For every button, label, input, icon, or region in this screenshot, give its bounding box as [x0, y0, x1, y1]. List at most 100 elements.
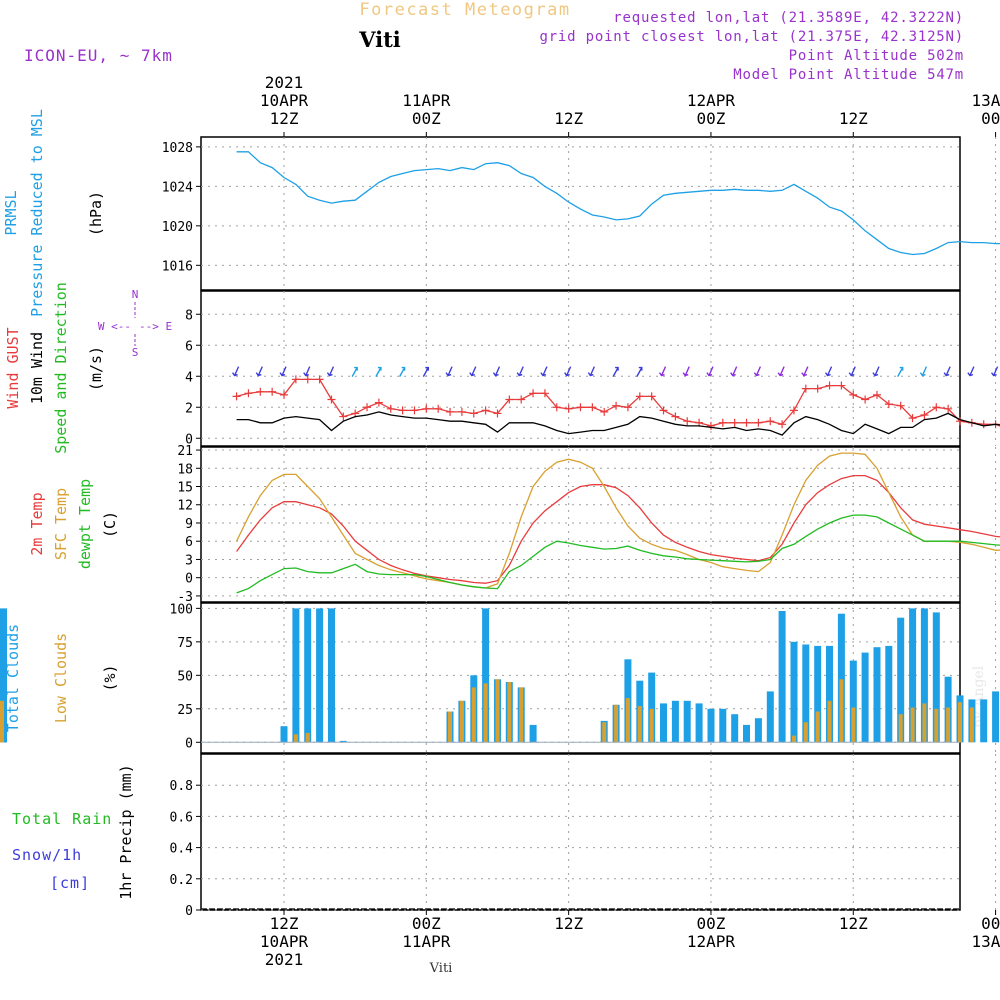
bar-low-clouds [934, 708, 939, 743]
panel-label: Speed and Direction [52, 282, 70, 454]
gust-marker [944, 404, 953, 413]
bar-total-clouds [529, 724, 537, 743]
bar-low-clouds [293, 734, 298, 743]
wind-direction-arrow [990, 366, 999, 377]
gust-marker [979, 420, 988, 429]
wind-direction-arrow [398, 366, 406, 377]
panel-label: Low Clouds [52, 633, 70, 723]
panel-frame [200, 753, 961, 911]
wind-direction-arrow [231, 366, 240, 377]
wind-direction-arrow [303, 366, 311, 377]
bar-low-clouds [483, 683, 488, 743]
y-tick-label: 0 [185, 572, 193, 587]
gust-marker [766, 417, 775, 426]
panel-2: 0 2 4 6 8 Wind GUST 10m Wind Speed and Directio… [4, 282, 1000, 454]
compass-east: --> E [139, 320, 172, 333]
y-tick-label: 0 [185, 904, 193, 919]
gust-marker [505, 395, 514, 404]
point-altitude: Point Altitude 502m [789, 48, 964, 64]
panels-group: 1016 1020 1024 1028 PRMSL Pressure Reduced to… [0, 109, 1000, 919]
wind-direction-arrow [753, 366, 762, 377]
bar-low-clouds [851, 707, 856, 743]
wind-direction-arrow [612, 366, 619, 377]
gust-marker [339, 412, 348, 421]
bar-low-clouds [614, 704, 619, 743]
gust-marker [683, 417, 692, 426]
precip-legend-label: [cm] [50, 874, 90, 892]
bar-low-clouds [602, 722, 607, 743]
time-label-bottom: 00Z [981, 914, 1000, 933]
time-label-bottom: 00Z [412, 914, 441, 933]
gust-marker [469, 409, 478, 418]
y-tick-label: 2 [185, 401, 193, 416]
compass-south: S [132, 346, 139, 359]
bar-total-clouds [932, 612, 940, 743]
panel-3: -3 0 3 6 9 12 15 18 21 2m Temp SFC Temp dewpt Temp (… [28, 444, 1000, 605]
gust-marker [232, 392, 241, 401]
y-tick-label: 100 [170, 602, 193, 617]
gust-marker [647, 392, 656, 401]
gust-marker [730, 418, 739, 427]
gust-marker [600, 407, 609, 416]
wind-direction-arrow [967, 366, 975, 377]
panel-frame [200, 446, 961, 603]
bar-total-clouds [778, 611, 786, 743]
series-line-sfc-temp [236, 452, 1000, 589]
gust-marker [754, 418, 763, 427]
wind-direction-arrow [872, 366, 880, 377]
y-tick-label: 4 [185, 370, 193, 385]
gust-marker [635, 392, 644, 401]
gust-marker [291, 375, 300, 384]
gust-marker [801, 384, 810, 393]
gust-marker [588, 403, 597, 412]
wind-direction-arrow [706, 366, 714, 377]
gust-marker [861, 395, 870, 404]
bar-low-clouds [827, 700, 832, 743]
time-label-top: 2021 [265, 73, 304, 92]
y-axis-label: 1hr Precip (mm) [117, 764, 135, 899]
wind-direction-arrow [587, 366, 595, 377]
time-label-bottom: 12Z [270, 914, 299, 933]
wind-direction-arrow [445, 366, 453, 377]
time-label-bottom: 2021 [265, 950, 304, 969]
y-tick-label: 0 [185, 432, 193, 447]
bar-total-clouds [897, 617, 905, 743]
bar-low-clouds [625, 698, 630, 743]
footer-location: Viti [429, 961, 453, 976]
gust-marker [612, 401, 621, 410]
gust-marker [481, 406, 490, 415]
bar-total-clouds [482, 608, 490, 743]
y-tick-label: 0.2 [170, 873, 193, 888]
gust-marker [564, 404, 573, 413]
gust-marker [327, 395, 336, 404]
gust-marker [813, 384, 822, 393]
gust-marker [256, 387, 265, 396]
y-tick-label: 0.4 [170, 842, 194, 857]
panel-frame [200, 602, 961, 754]
bar-total-clouds [992, 691, 1000, 743]
panel-label: Pressure Reduced to MSL [28, 109, 46, 317]
wind-direction-arrow [255, 366, 263, 377]
bar-low-clouds [305, 732, 310, 743]
bar-total-clouds [328, 608, 335, 743]
gust-marker [457, 407, 466, 416]
panel-frame [200, 136, 961, 291]
y-axis-label: (%) [101, 664, 119, 691]
wind-direction-arrow [730, 366, 738, 377]
bar-total-clouds [280, 726, 288, 743]
bar-total-clouds [0, 613, 7, 743]
series-line-10m-wind [236, 411, 1000, 436]
bar-low-clouds [815, 711, 820, 743]
gust-marker [778, 420, 787, 429]
y-tick-label: 1020 [162, 220, 193, 235]
y-axis-label: (m/s) [87, 346, 105, 391]
time-label-bottom: 00Z [697, 914, 726, 933]
wind-direction-arrow [919, 366, 928, 377]
bar-total-clouds [790, 641, 798, 743]
panel-label: PRMSL [2, 190, 20, 235]
gust-marker [896, 401, 905, 410]
y-tick-label: 1028 [162, 141, 193, 156]
y-tick-label: -3 [177, 590, 193, 605]
wind-direction-arrow [658, 366, 667, 377]
bar-low-clouds [803, 722, 808, 743]
